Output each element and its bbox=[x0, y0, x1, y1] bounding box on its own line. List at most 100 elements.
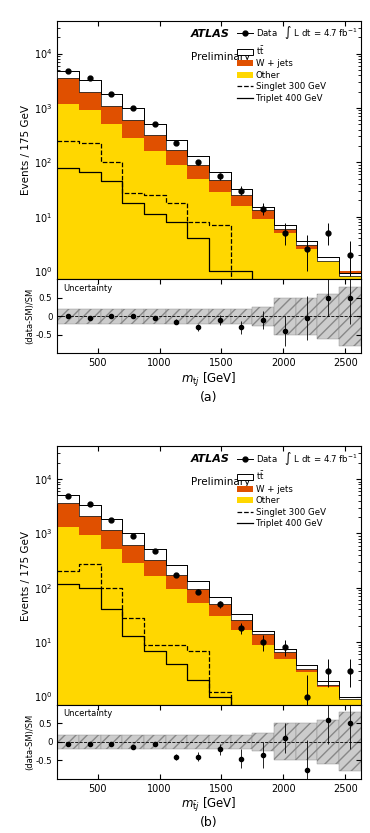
Bar bbox=[166, 140, 187, 150]
Bar bbox=[209, 597, 231, 604]
Bar bbox=[101, 94, 122, 106]
Bar bbox=[274, 298, 296, 335]
Bar bbox=[252, 631, 274, 634]
Bar bbox=[252, 207, 274, 211]
Bar bbox=[57, 735, 79, 750]
Bar bbox=[187, 156, 209, 165]
Bar bbox=[144, 576, 166, 833]
Bar bbox=[101, 124, 122, 833]
Bar bbox=[101, 519, 122, 530]
Bar bbox=[209, 309, 231, 324]
Bar bbox=[144, 560, 166, 576]
Bar bbox=[144, 151, 166, 833]
Bar bbox=[209, 735, 231, 750]
Bar bbox=[296, 242, 317, 245]
Bar bbox=[79, 309, 101, 324]
Bar bbox=[101, 309, 122, 324]
Bar bbox=[122, 309, 144, 324]
Bar bbox=[252, 219, 274, 833]
Bar bbox=[296, 298, 317, 335]
Bar bbox=[274, 225, 296, 229]
Bar bbox=[296, 665, 317, 669]
Bar bbox=[187, 178, 209, 833]
Bar bbox=[252, 733, 274, 751]
Bar bbox=[339, 271, 361, 277]
Bar bbox=[79, 111, 101, 833]
Bar bbox=[122, 545, 144, 563]
Bar bbox=[209, 192, 231, 833]
Text: Uncertainty: Uncertainty bbox=[63, 284, 113, 293]
Bar bbox=[144, 735, 166, 750]
Bar bbox=[79, 92, 101, 111]
Text: Preliminary: Preliminary bbox=[191, 52, 250, 62]
Bar bbox=[187, 165, 209, 178]
Bar bbox=[339, 271, 361, 833]
Bar bbox=[57, 496, 79, 503]
Y-axis label: (data-SM)/SM: (data-SM)/SM bbox=[26, 288, 34, 345]
Bar bbox=[339, 696, 361, 833]
Bar bbox=[79, 506, 101, 516]
Bar bbox=[166, 735, 187, 750]
Bar bbox=[166, 575, 187, 589]
Bar bbox=[79, 735, 101, 750]
Bar bbox=[122, 563, 144, 833]
Bar bbox=[252, 634, 274, 645]
Bar bbox=[101, 735, 122, 750]
Bar bbox=[231, 620, 252, 630]
Y-axis label: Events / 175 GeV: Events / 175 GeV bbox=[21, 105, 31, 195]
Bar bbox=[57, 309, 79, 324]
X-axis label: $m_{\bar{\mathrm{t}}j}$ [GeV]: $m_{\bar{\mathrm{t}}j}$ [GeV] bbox=[181, 796, 237, 815]
Bar bbox=[252, 211, 274, 219]
Bar bbox=[187, 735, 209, 750]
Bar bbox=[317, 687, 339, 833]
Bar bbox=[296, 723, 317, 761]
Bar bbox=[231, 630, 252, 833]
Bar bbox=[339, 287, 361, 346]
Legend: Data   $\int$ L dt = 4.7 fb$^{-1}$, t$\bar{\mathrm{t}}$, W + jets, Other, Single: Data $\int$ L dt = 4.7 fb$^{-1}$, t$\bar… bbox=[235, 448, 360, 530]
Bar bbox=[296, 245, 317, 249]
Bar bbox=[144, 135, 166, 151]
Bar bbox=[144, 309, 166, 324]
Bar bbox=[317, 294, 339, 338]
Bar bbox=[274, 652, 296, 659]
Y-axis label: (data-SM)/SM: (data-SM)/SM bbox=[26, 714, 34, 770]
Bar bbox=[296, 669, 317, 672]
Bar bbox=[166, 150, 187, 165]
Bar bbox=[79, 516, 101, 535]
Bar bbox=[166, 565, 187, 575]
Bar bbox=[231, 189, 252, 195]
Bar bbox=[144, 550, 166, 560]
Bar bbox=[122, 108, 144, 120]
Bar bbox=[296, 249, 317, 833]
Y-axis label: Events / 175 GeV: Events / 175 GeV bbox=[21, 531, 31, 621]
Bar bbox=[274, 723, 296, 761]
Bar bbox=[57, 78, 79, 103]
Bar bbox=[317, 262, 339, 833]
Bar bbox=[144, 124, 166, 135]
Bar bbox=[209, 172, 231, 180]
Bar bbox=[317, 681, 339, 686]
Legend: Data   $\int$ L dt = 4.7 fb$^{-1}$, t$\bar{\mathrm{t}}$, W + jets, Other, Single: Data $\int$ L dt = 4.7 fb$^{-1}$, t$\bar… bbox=[235, 22, 360, 105]
Bar bbox=[339, 273, 361, 277]
Bar bbox=[231, 735, 252, 750]
Bar bbox=[122, 138, 144, 833]
Bar bbox=[252, 645, 274, 833]
Bar bbox=[209, 604, 231, 616]
Bar bbox=[317, 686, 339, 687]
Bar bbox=[57, 503, 79, 527]
Bar bbox=[57, 527, 79, 833]
Text: ATLAS: ATLAS bbox=[191, 28, 230, 38]
Text: (a): (a) bbox=[200, 391, 218, 404]
Bar bbox=[209, 616, 231, 833]
Bar bbox=[231, 309, 252, 324]
Bar bbox=[339, 696, 361, 699]
Bar bbox=[339, 696, 361, 699]
Text: Uncertainty: Uncertainty bbox=[63, 710, 113, 718]
Bar bbox=[252, 307, 274, 326]
Bar bbox=[166, 589, 187, 833]
Bar bbox=[166, 165, 187, 833]
Bar bbox=[231, 614, 252, 620]
Bar bbox=[209, 180, 231, 192]
Bar bbox=[187, 603, 209, 833]
Bar bbox=[101, 530, 122, 549]
